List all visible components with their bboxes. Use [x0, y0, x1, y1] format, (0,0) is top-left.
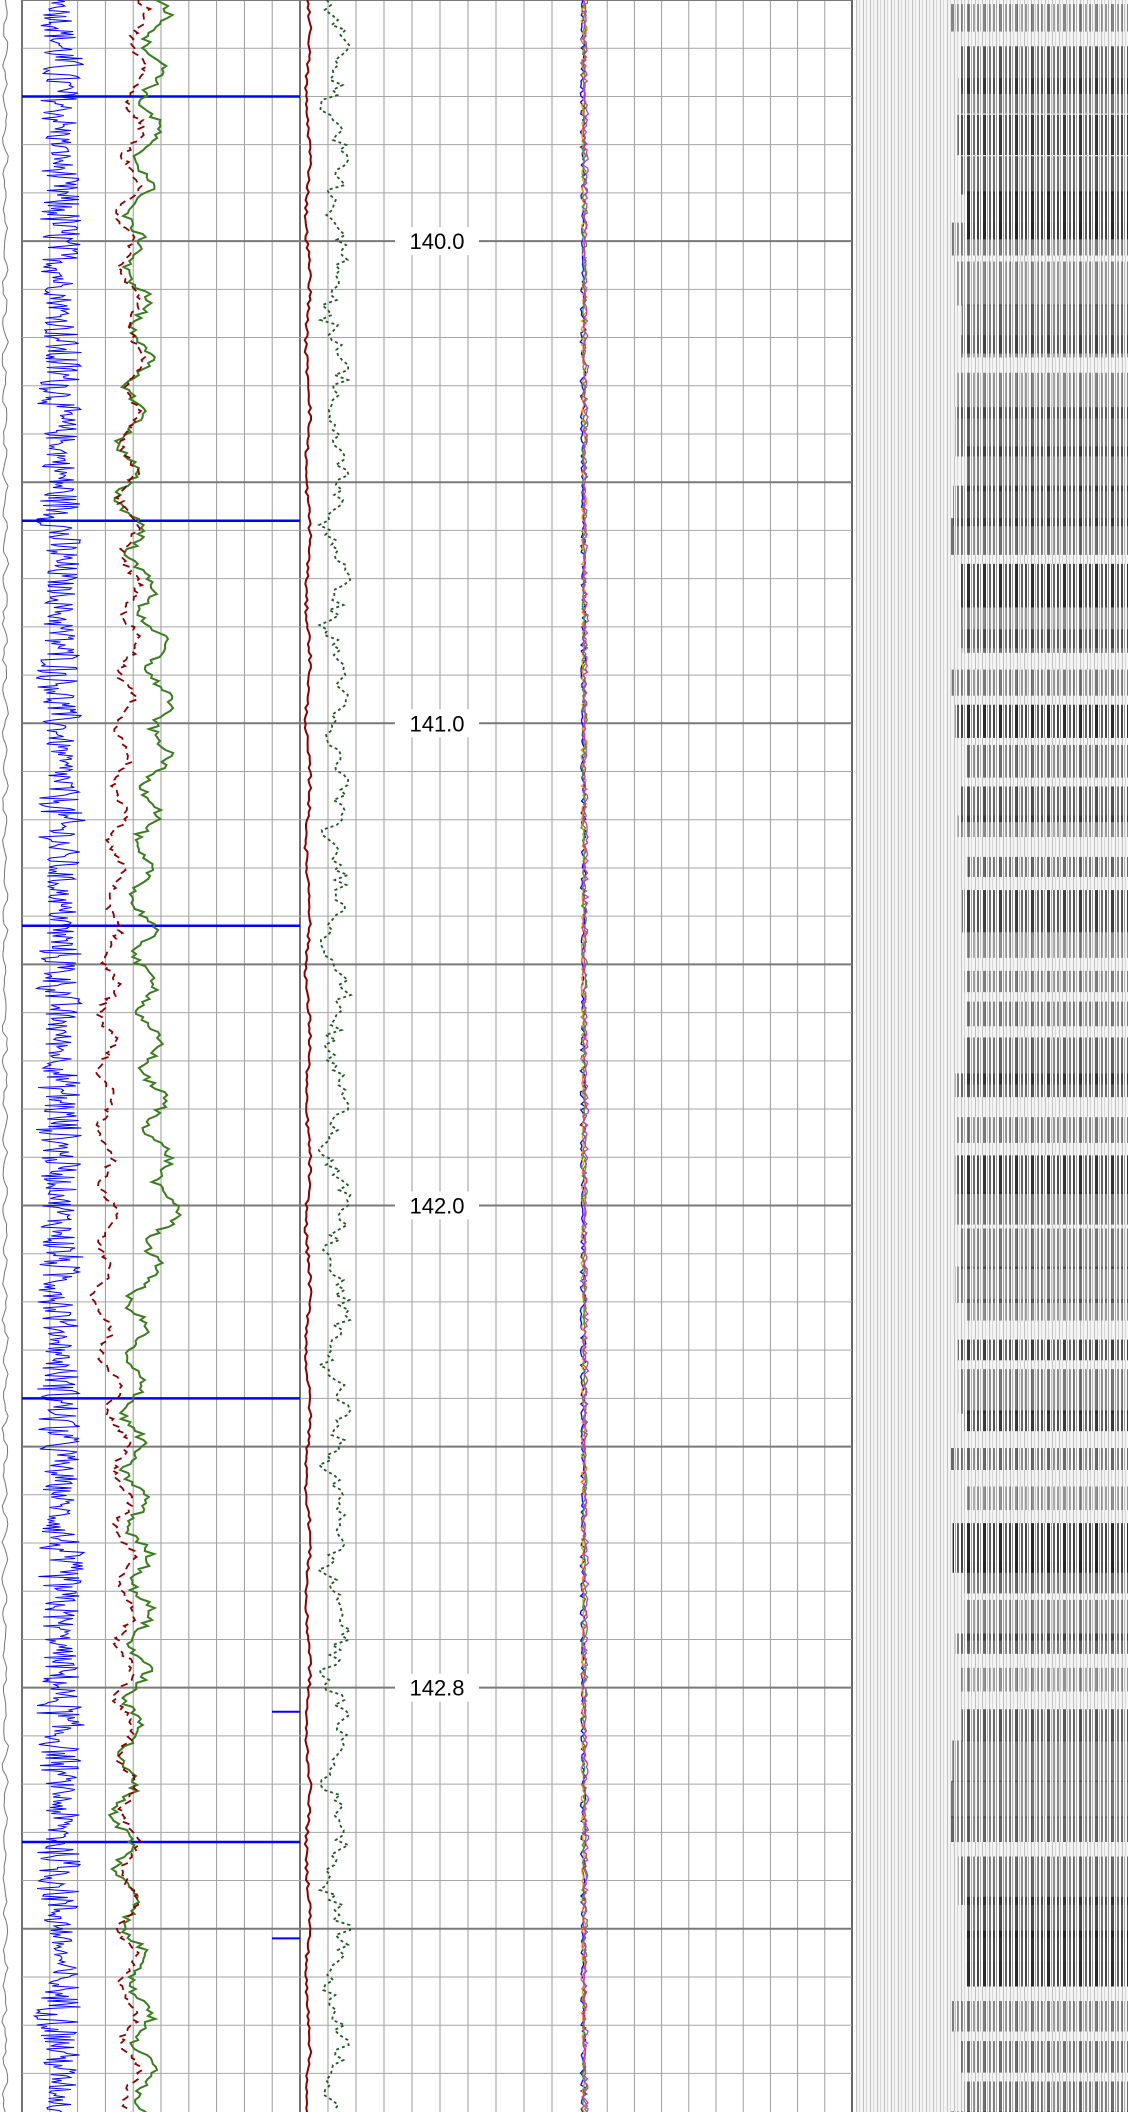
waveform-band	[962, 970, 1128, 993]
depth-label-bg	[395, 1673, 479, 1702]
waveform-band	[962, 890, 1128, 933]
waveform-band	[956, 261, 1128, 306]
waveform-band	[962, 629, 1128, 653]
waveform-band	[954, 704, 1128, 738]
waveform-band	[954, 1073, 1128, 1098]
waveform-band	[955, 1117, 1128, 1143]
waveform-band	[955, 1192, 1128, 1225]
depth-label-bg	[395, 709, 479, 738]
waveform-band	[963, 1410, 1128, 1432]
red-solid-curve	[303, 0, 313, 2112]
waveform-band	[955, 1155, 1128, 1194]
depth-label-bg	[395, 1191, 479, 1220]
waveform-band	[958, 78, 1128, 114]
green-dotted-curve	[316, 0, 353, 2111]
waveform-band	[963, 1561, 1128, 1594]
waveform-band	[950, 4, 1128, 32]
waveform-band	[951, 669, 1128, 696]
waveform-band	[966, 1001, 1128, 1027]
waveform-band	[958, 1369, 1128, 1414]
waveform-band	[951, 222, 1128, 256]
waveform-band	[959, 2041, 1128, 2073]
waveform-band	[963, 2081, 1128, 2112]
depth-label-bg	[395, 227, 479, 256]
waveform-band	[960, 1667, 1128, 1692]
waveform-band	[955, 1633, 1128, 1654]
waveform-band	[957, 114, 1128, 156]
depth-label: 140.0	[409, 229, 464, 254]
waveform-band	[965, 932, 1128, 958]
waveform-band	[966, 1962, 1128, 1987]
waveform-band	[964, 1486, 1128, 1511]
waveform-band	[957, 1339, 1128, 1361]
green-curve	[107, 0, 183, 2112]
waveform-band	[959, 156, 1128, 195]
waveform-band	[961, 1709, 1128, 1742]
waveform-band	[953, 1266, 1128, 1303]
waveform-band	[950, 1448, 1128, 1471]
waveform-image-track	[856, 0, 1128, 2112]
depth-label: 141.0	[409, 711, 464, 736]
series-blue-trace	[32, 0, 86, 2112]
waveform-band	[966, 1298, 1128, 1321]
depth-labels: 140.0 141.0 142.0 142.8	[395, 227, 479, 1702]
log-curves	[1, 0, 590, 2112]
waveform-band	[952, 1740, 1128, 1782]
depth-label: 142.0	[409, 1193, 464, 1218]
waveform-band	[965, 1930, 1128, 1963]
waveform-band	[957, 815, 1128, 838]
grid-lines	[21, 0, 853, 2112]
depth-label: 142.8	[409, 1676, 464, 1701]
waveform-band	[966, 744, 1128, 778]
bundle-curve	[581, 0, 590, 2112]
waveform-band	[961, 1228, 1128, 1269]
edge-curve	[1, 0, 10, 2112]
waveform-band	[966, 446, 1128, 492]
waveform-band	[950, 1780, 1128, 1818]
waveform-band	[959, 335, 1128, 358]
waveform-band	[950, 518, 1128, 555]
waveform-band	[967, 856, 1128, 877]
waveform-band	[958, 1856, 1128, 1905]
waveform-band	[951, 2001, 1128, 2032]
bundle-curve	[580, 0, 589, 2112]
waveform-band	[950, 1816, 1128, 1843]
dashed-red-curve	[87, 0, 153, 2112]
